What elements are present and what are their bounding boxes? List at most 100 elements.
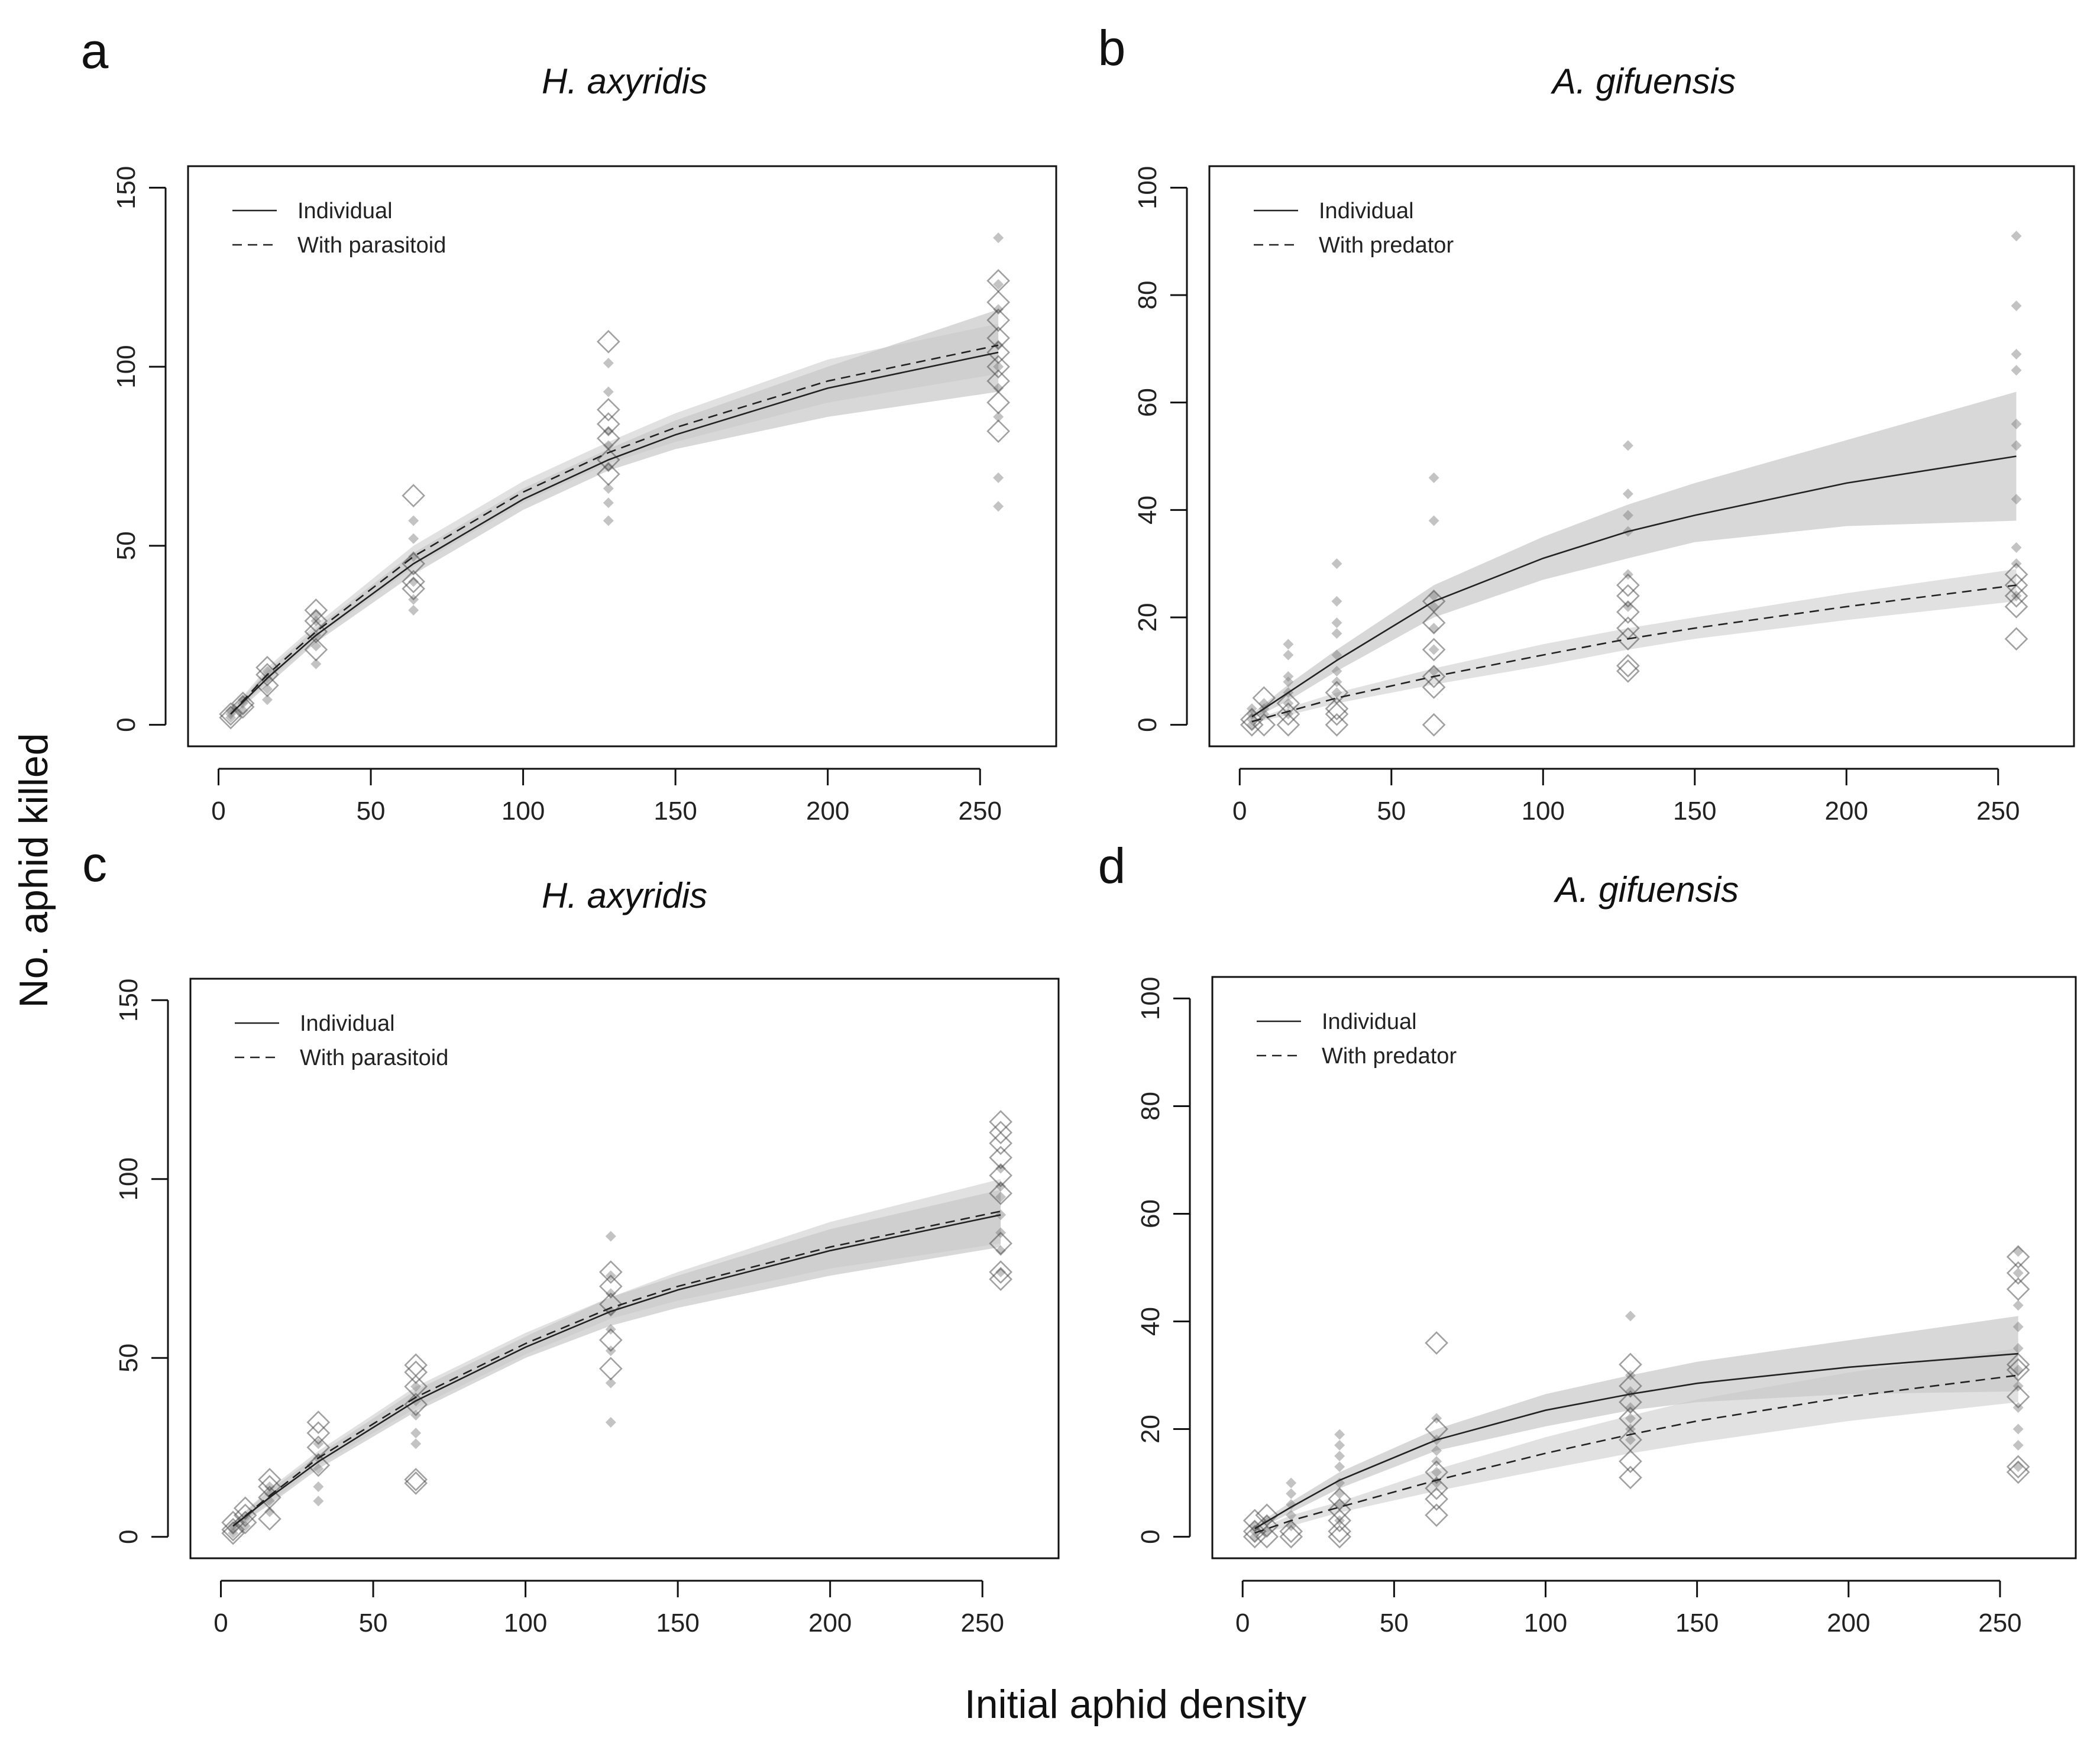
y-tick-label: 60 (1133, 388, 1162, 417)
y-tick-label: 0 (1133, 717, 1162, 732)
data-point-combined (2006, 1245, 2030, 1269)
data-point-combined (258, 1486, 281, 1509)
data-point-individual (1283, 677, 1294, 687)
data-point-combined (986, 290, 1010, 314)
data-point-individual (237, 698, 248, 709)
data-point-individual (2011, 365, 2022, 376)
legend-label: With parasitoid (297, 233, 446, 258)
data-point-combined (1425, 1476, 1448, 1500)
data-point-combined (1240, 713, 1264, 737)
data-point-individual (2012, 1321, 2024, 1332)
data-point-individual (1625, 1434, 1636, 1445)
data-point-combined (986, 390, 1010, 415)
data-point-combined (1422, 713, 1446, 737)
data-point-combined (596, 329, 620, 354)
data-point-combined (986, 268, 1010, 293)
data-point-combined (1422, 665, 1446, 688)
x-tick-label: 250 (1978, 1609, 2021, 1638)
data-point-combined (221, 1521, 245, 1545)
data-point-individual (603, 440, 614, 451)
x-tick-label: 200 (1827, 1609, 1870, 1638)
data-point-individual (2011, 542, 2022, 553)
fit-curve-combined (230, 344, 999, 715)
data-point-combined (1276, 713, 1300, 737)
data-point-combined (2004, 573, 2028, 597)
x-tick-label: 100 (1522, 797, 1565, 826)
data-point-individual (1331, 628, 1342, 639)
data-point-individual (2012, 1343, 2024, 1354)
legend-label: With predator (1319, 233, 1454, 258)
data-point-combined (1619, 1449, 1642, 1474)
data-point-combined (2004, 584, 2028, 608)
data-point-individual (1286, 1499, 1297, 1510)
data-point-combined (2006, 1455, 2030, 1479)
data-point-individual (1625, 1413, 1636, 1424)
data-point-individual (313, 1481, 324, 1493)
data-point-combined (1252, 713, 1276, 737)
data-point-individual (264, 1488, 275, 1500)
y-tick-label: 50 (114, 1344, 143, 1373)
data-point-combined (1619, 1406, 1642, 1431)
x-tick-label: 150 (1675, 1609, 1719, 1638)
data-point-combined (1422, 611, 1446, 635)
data-point-combined (2004, 627, 2028, 651)
panel-letter: a (81, 23, 109, 79)
data-point-combined (1276, 702, 1300, 726)
data-point-individual (1331, 665, 1342, 677)
data-point-combined (596, 462, 620, 486)
fit-curve-individual (232, 1214, 1001, 1527)
data-point-individual (1286, 1510, 1297, 1521)
data-point-individual (1428, 623, 1439, 634)
data-point-combined (596, 412, 620, 436)
confidence-band (1251, 391, 2017, 720)
fit-curve-individual (1254, 1352, 2018, 1530)
data-point-individual (310, 608, 322, 619)
data-point-individual (408, 533, 419, 544)
data-point-combined (1422, 637, 1446, 662)
data-point-combined (2006, 1460, 2030, 1484)
data-point-individual (2012, 1300, 2024, 1311)
data-point-combined (304, 598, 328, 622)
data-point-combined (1619, 1465, 1642, 1490)
data-point-individual (1286, 1477, 1297, 1488)
x-axis-title: Initial aphid density (965, 1682, 1306, 1727)
data-point-combined (1328, 1498, 1351, 1522)
data-point-combined (231, 695, 255, 719)
data-point-combined (1425, 1487, 1448, 1511)
data-point-individual (2011, 300, 2022, 312)
y-tick-label: 20 (1136, 1415, 1165, 1444)
data-point-individual (993, 339, 1004, 351)
data-point-combined (1325, 697, 1349, 721)
data-point-individual (2012, 1423, 2024, 1435)
data-point-individual (993, 472, 1004, 483)
data-point-individual (993, 232, 1004, 244)
data-point-individual (603, 497, 614, 509)
data-point-combined (1422, 675, 1446, 699)
data-point-individual (1428, 515, 1439, 526)
data-point-combined (986, 369, 1010, 393)
x-tick-label: 100 (1524, 1609, 1567, 1638)
y-tick-label: 150 (112, 166, 141, 209)
confidence-band (233, 1179, 1001, 1530)
data-point-individual (605, 1417, 616, 1428)
data-point-combined (2006, 1277, 2030, 1301)
data-point-combined (404, 1471, 428, 1495)
plot-frame (189, 978, 1060, 1559)
data-point-combined (1276, 691, 1300, 716)
confidence-band (231, 309, 999, 718)
x-tick-label: 50 (357, 797, 386, 826)
data-point-combined (989, 1182, 1012, 1205)
data-point-individual (1334, 1429, 1345, 1440)
data-point-combined (304, 620, 328, 644)
data-point-combined (986, 355, 1010, 378)
x-tick-label: 50 (359, 1609, 388, 1638)
y-tick-label: 100 (1133, 166, 1162, 209)
data-point-individual (995, 1245, 1007, 1256)
x-tick-label: 200 (806, 797, 849, 826)
y-tick-label: 20 (1133, 603, 1162, 632)
data-point-combined (306, 1453, 331, 1477)
data-point-combined (989, 1131, 1012, 1156)
data-point-combined (304, 609, 328, 633)
x-tick-label: 150 (656, 1609, 699, 1638)
